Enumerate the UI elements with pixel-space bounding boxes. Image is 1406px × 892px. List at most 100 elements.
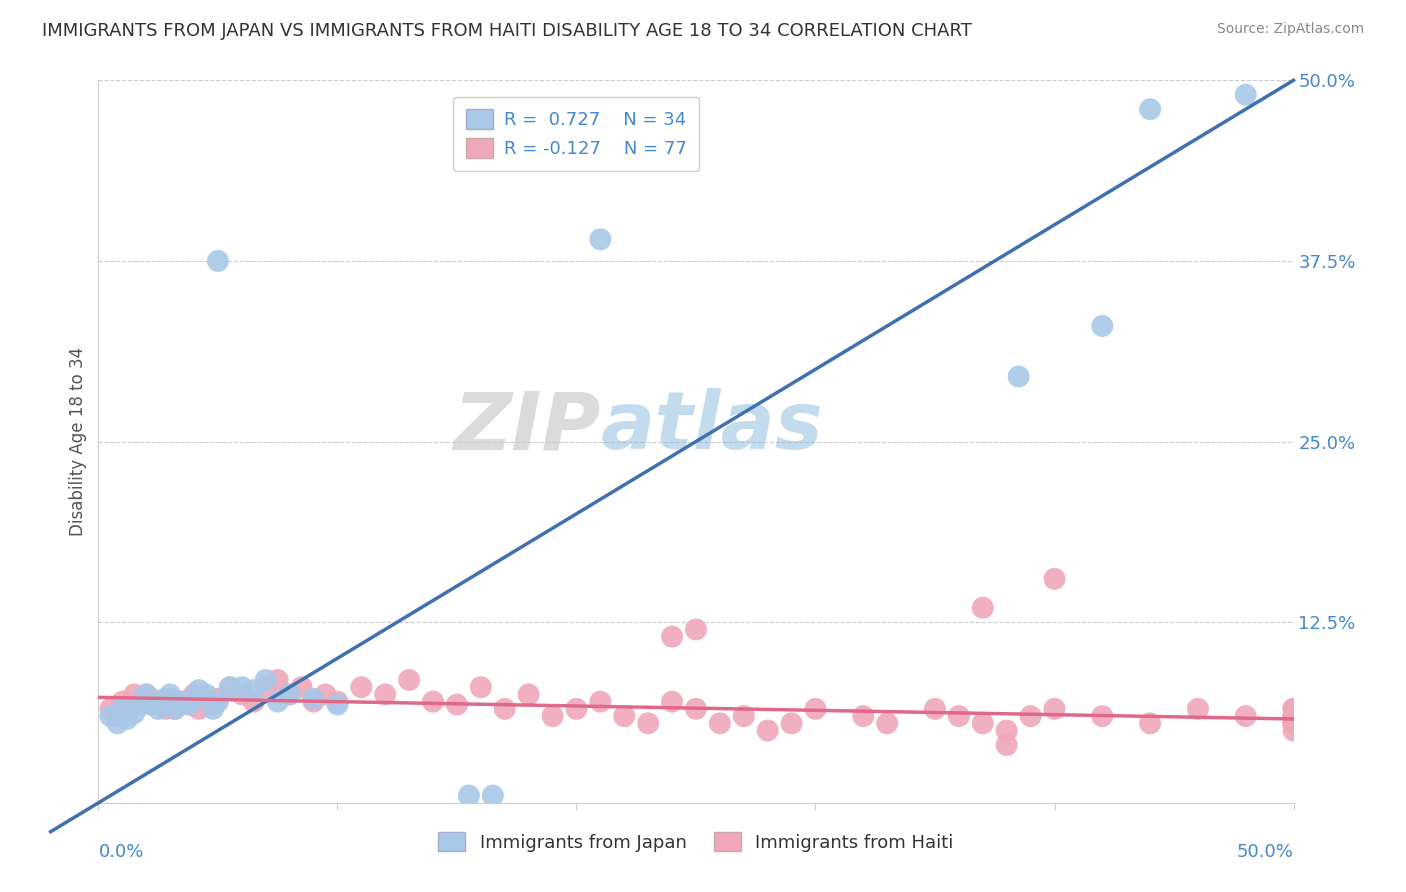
Point: [183, 691, 205, 706]
Point: [494, 702, 516, 716]
Point: [458, 789, 481, 803]
Text: ZIP: ZIP: [453, 388, 600, 467]
Point: [1282, 709, 1305, 723]
Point: [187, 683, 209, 698]
Point: [207, 695, 229, 709]
Point: [267, 695, 290, 709]
Point: [202, 702, 225, 716]
Point: [1282, 716, 1305, 731]
Point: [243, 683, 266, 698]
Y-axis label: Disability Age 18 to 34: Disability Age 18 to 34: [69, 347, 87, 536]
Point: [254, 673, 277, 687]
Point: [1019, 709, 1042, 723]
Point: [589, 232, 612, 246]
Point: [948, 709, 970, 723]
Point: [852, 709, 875, 723]
Point: [163, 702, 186, 716]
Point: [1282, 716, 1305, 731]
Point: [135, 687, 157, 701]
Point: [972, 716, 994, 731]
Point: [481, 789, 505, 803]
Point: [1234, 87, 1257, 102]
Point: [219, 680, 242, 694]
Point: [148, 698, 170, 712]
Point: [98, 709, 122, 723]
Point: [661, 695, 683, 709]
Point: [163, 702, 186, 716]
Point: [155, 702, 177, 716]
Point: [202, 698, 225, 712]
Point: [124, 687, 146, 701]
Point: [350, 680, 373, 694]
Point: [172, 695, 194, 709]
Point: [155, 691, 177, 706]
Point: [111, 702, 134, 716]
Point: [115, 712, 138, 726]
Point: [243, 695, 266, 709]
Point: [278, 687, 301, 701]
Point: [187, 702, 209, 716]
Point: [326, 695, 349, 709]
Point: [1282, 709, 1305, 723]
Point: [207, 253, 229, 268]
Point: [422, 695, 444, 709]
Text: 0.0%: 0.0%: [98, 843, 143, 861]
Point: [107, 716, 129, 731]
Point: [398, 673, 420, 687]
Point: [924, 702, 946, 716]
Point: [231, 687, 253, 701]
Point: [1091, 318, 1114, 333]
Point: [195, 687, 218, 701]
Point: [1282, 723, 1305, 738]
Point: [326, 698, 349, 712]
Point: [135, 687, 157, 701]
Text: 50.0%: 50.0%: [1237, 843, 1294, 861]
Point: [709, 716, 731, 731]
Point: [291, 680, 314, 694]
Point: [972, 600, 994, 615]
Point: [1282, 702, 1305, 716]
Point: [254, 680, 277, 694]
Point: [470, 680, 492, 694]
Point: [159, 691, 181, 706]
Point: [1187, 702, 1209, 716]
Point: [1043, 572, 1066, 586]
Point: [995, 723, 1018, 738]
Point: [207, 691, 229, 706]
Point: [541, 709, 564, 723]
Point: [111, 695, 134, 709]
Point: [172, 695, 194, 709]
Point: [685, 702, 707, 716]
Point: [302, 695, 325, 709]
Point: [780, 716, 803, 731]
Point: [565, 702, 588, 716]
Text: atlas: atlas: [600, 388, 823, 467]
Legend: Immigrants from Japan, Immigrants from Haiti: Immigrants from Japan, Immigrants from H…: [432, 824, 960, 859]
Point: [315, 687, 337, 701]
Point: [1008, 369, 1031, 384]
Point: [131, 695, 153, 709]
Point: [1282, 716, 1305, 731]
Point: [1139, 716, 1161, 731]
Point: [115, 702, 138, 716]
Point: [302, 691, 325, 706]
Point: [1282, 709, 1305, 723]
Point: [685, 623, 707, 637]
Point: [374, 687, 396, 701]
Point: [107, 709, 129, 723]
Point: [139, 691, 162, 706]
Point: [131, 698, 153, 712]
Point: [179, 698, 201, 712]
Point: [231, 680, 253, 694]
Point: [1234, 709, 1257, 723]
Point: [876, 716, 898, 731]
Point: [219, 680, 242, 694]
Point: [124, 706, 146, 721]
Point: [733, 709, 755, 723]
Point: [1043, 702, 1066, 716]
Point: [756, 723, 779, 738]
Point: [589, 695, 612, 709]
Text: Source: ZipAtlas.com: Source: ZipAtlas.com: [1216, 22, 1364, 37]
Point: [446, 698, 468, 712]
Point: [148, 702, 170, 716]
